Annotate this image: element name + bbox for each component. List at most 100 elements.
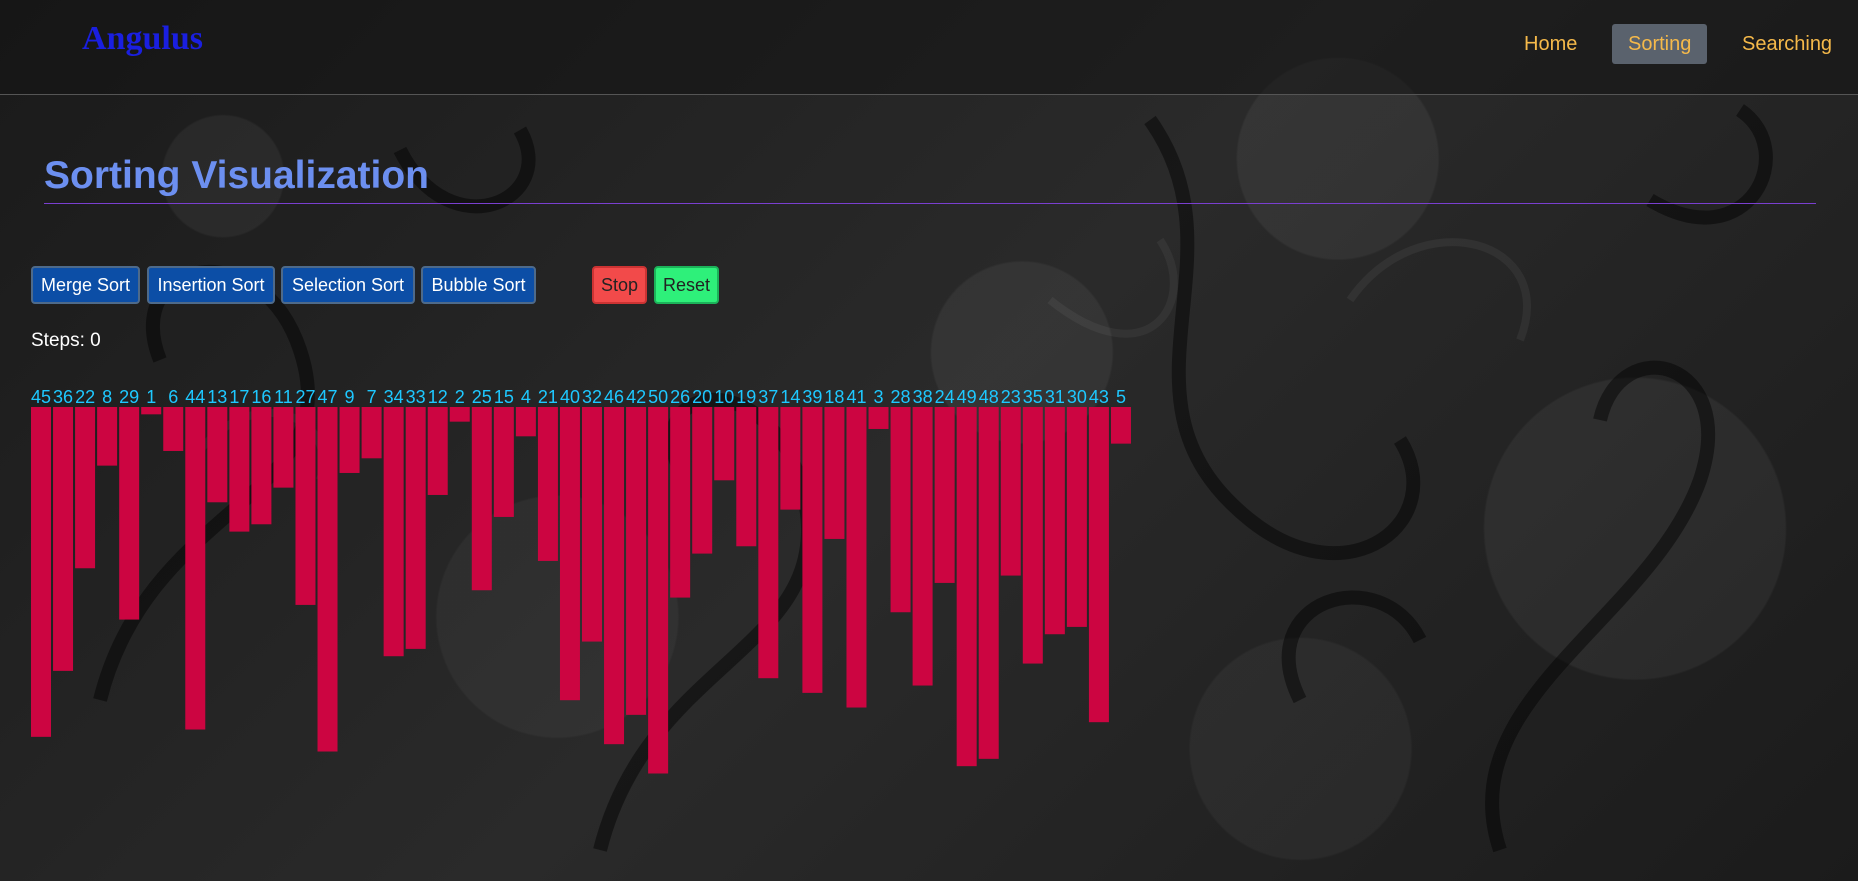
title-divider [44,203,1816,204]
bar [251,407,272,525]
bar-value-label: 10 [714,387,734,407]
bar [515,407,536,437]
bar-value-label: 13 [207,387,227,407]
bar-value-label: 31 [1045,387,1065,407]
bar-value-label: 24 [935,387,955,407]
bar [31,407,51,737]
nav-searching-link[interactable]: Searching [1742,33,1833,55]
bar [75,407,96,569]
bar-value-label: 27 [295,387,315,407]
bar [141,407,162,415]
page-title: Sorting Visualization [44,154,429,197]
bar [339,407,360,473]
insertion-sort-button[interactable]: Insertion Sort [147,266,275,304]
bar [868,407,889,429]
top-navbar: Angulus Home Sorting Searching [0,0,1858,95]
bar [714,407,735,481]
bar-value-label: 38 [913,387,933,407]
bar-value-label: 19 [736,387,756,407]
bar [780,407,801,510]
bar-value-label: 18 [824,387,844,407]
bar [97,407,118,466]
bar [53,407,74,671]
bar [1110,407,1131,444]
bar [229,407,250,532]
bar-value-label: 40 [560,387,580,407]
bar-value-label: 50 [648,387,668,407]
bar-value-label: 44 [185,387,205,407]
bar-value-label: 20 [692,387,712,407]
bar [163,407,184,451]
bar-value-label: 45 [31,387,51,407]
nav-sorting-link[interactable]: Sorting [1612,24,1708,64]
bar [1044,407,1065,635]
steps-value: 0 [90,330,101,351]
bar [449,407,470,422]
bar-value-label: 42 [626,387,646,407]
stop-button[interactable]: Stop [592,266,647,304]
bar [582,407,602,642]
bar-value-label: 47 [318,387,338,407]
bar-value-label: 25 [472,387,492,407]
bar-value-label: 28 [891,387,911,407]
bar [692,407,713,554]
bar [1066,407,1087,627]
bar [736,407,757,547]
bar [824,407,845,539]
reset-button[interactable]: Reset [654,266,719,304]
bubble-sort-button[interactable]: Bubble Sort [421,266,536,304]
bar [802,407,823,693]
bar-value-label: 26 [670,387,690,407]
merge-sort-button[interactable]: Merge Sort [31,266,140,304]
bar-value-label: 46 [604,387,624,407]
bar [626,407,647,715]
bar-value-label: 39 [802,387,822,407]
bar-value-label: 30 [1067,387,1087,407]
bar [648,407,669,774]
bar [1022,407,1043,664]
bar [427,407,448,495]
bar-value-label: 35 [1023,387,1043,407]
nav-home-link[interactable]: Home [1524,33,1578,55]
bar [890,407,911,613]
bar [493,407,514,517]
bar [361,407,382,459]
bar [670,407,691,598]
bar [956,407,977,767]
bar-value-label: 3 [874,387,884,407]
bar-value-label: 2 [455,387,465,407]
bar-value-label: 7 [367,387,377,407]
bar [846,407,867,708]
bar-value-label: 11 [274,387,293,407]
bar-value-label: 17 [229,387,249,407]
bar [934,407,955,583]
bar [978,407,999,759]
brand-logo[interactable]: Angulus [82,20,203,57]
bar-value-label: 1 [146,387,156,407]
bar [758,407,779,679]
bar-value-label: 12 [428,387,448,407]
bar [912,407,933,686]
steps-counter: Steps: 0 [31,330,101,352]
bar [295,407,316,605]
bar-value-label: 15 [494,387,514,407]
bar-value-label: 6 [168,387,178,407]
bar-value-label: 36 [53,387,73,407]
bar [185,407,206,730]
bar [1088,407,1109,723]
bar-value-label: 32 [582,387,602,407]
selection-sort-button[interactable]: Selection Sort [281,266,415,304]
bar-value-label: 37 [758,387,778,407]
bar [207,407,228,503]
bar [119,407,140,620]
bar-value-label: 16 [251,387,271,407]
bar [405,407,426,649]
bar [273,407,294,488]
bar-value-label: 9 [345,387,355,407]
bar-value-label: 34 [384,387,404,407]
bar [559,407,580,701]
bar-value-label: 29 [119,387,139,407]
bar-value-label: 21 [538,387,558,407]
bar-value-label: 4 [521,387,531,407]
